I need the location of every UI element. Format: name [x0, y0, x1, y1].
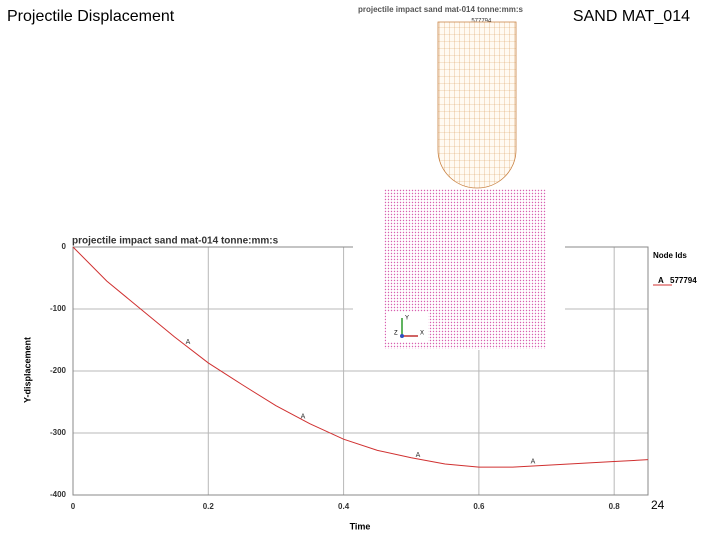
- x-axis-label: Time: [350, 521, 371, 531]
- triad-z: [400, 334, 404, 338]
- y-tick-label: 0: [62, 242, 67, 251]
- point-marker: A: [416, 452, 421, 459]
- node-label: _577794: [467, 19, 492, 25]
- legend-label: 577794: [670, 276, 697, 285]
- point-marker: A: [186, 339, 191, 346]
- legend-title: Node Ids: [653, 251, 687, 260]
- x-tick-label: 0: [71, 502, 76, 511]
- x-tick-label: 0.8: [609, 502, 621, 511]
- page-number: 24: [651, 498, 665, 512]
- triad-label: Y: [405, 316, 409, 322]
- slide-title: Projectile Displacement: [7, 8, 175, 25]
- x-tick-label: 0.6: [473, 502, 485, 511]
- triad-label: X: [420, 331, 424, 337]
- x-tick-label: 0.2: [203, 502, 215, 511]
- y-axis-label: Y-displacement: [22, 337, 32, 403]
- y-tick-label: -100: [50, 304, 67, 313]
- data-line: [72, 246, 649, 468]
- y-tick-label: -200: [50, 366, 67, 375]
- legend-symbol: A: [658, 276, 664, 285]
- point-marker: A: [301, 413, 306, 420]
- y-tick-label: -400: [50, 490, 67, 499]
- point-marker: A: [531, 459, 536, 466]
- slide-label: SAND MAT_014: [573, 8, 690, 25]
- chart-title: projectile impact sand mat-014 tonne:mm:…: [72, 236, 279, 247]
- sim-title: projectile impact sand mat-014 tonne:mm:…: [358, 5, 523, 14]
- projectile-mesh: [437, 21, 517, 189]
- triad-box: [386, 312, 428, 342]
- y-tick-label: -300: [50, 428, 67, 437]
- x-tick-label: 0.4: [338, 502, 350, 511]
- triad-label: Z: [394, 331, 398, 337]
- simulation-view: projectile impact sand mat-014 tonne:mm:…: [353, 5, 565, 350]
